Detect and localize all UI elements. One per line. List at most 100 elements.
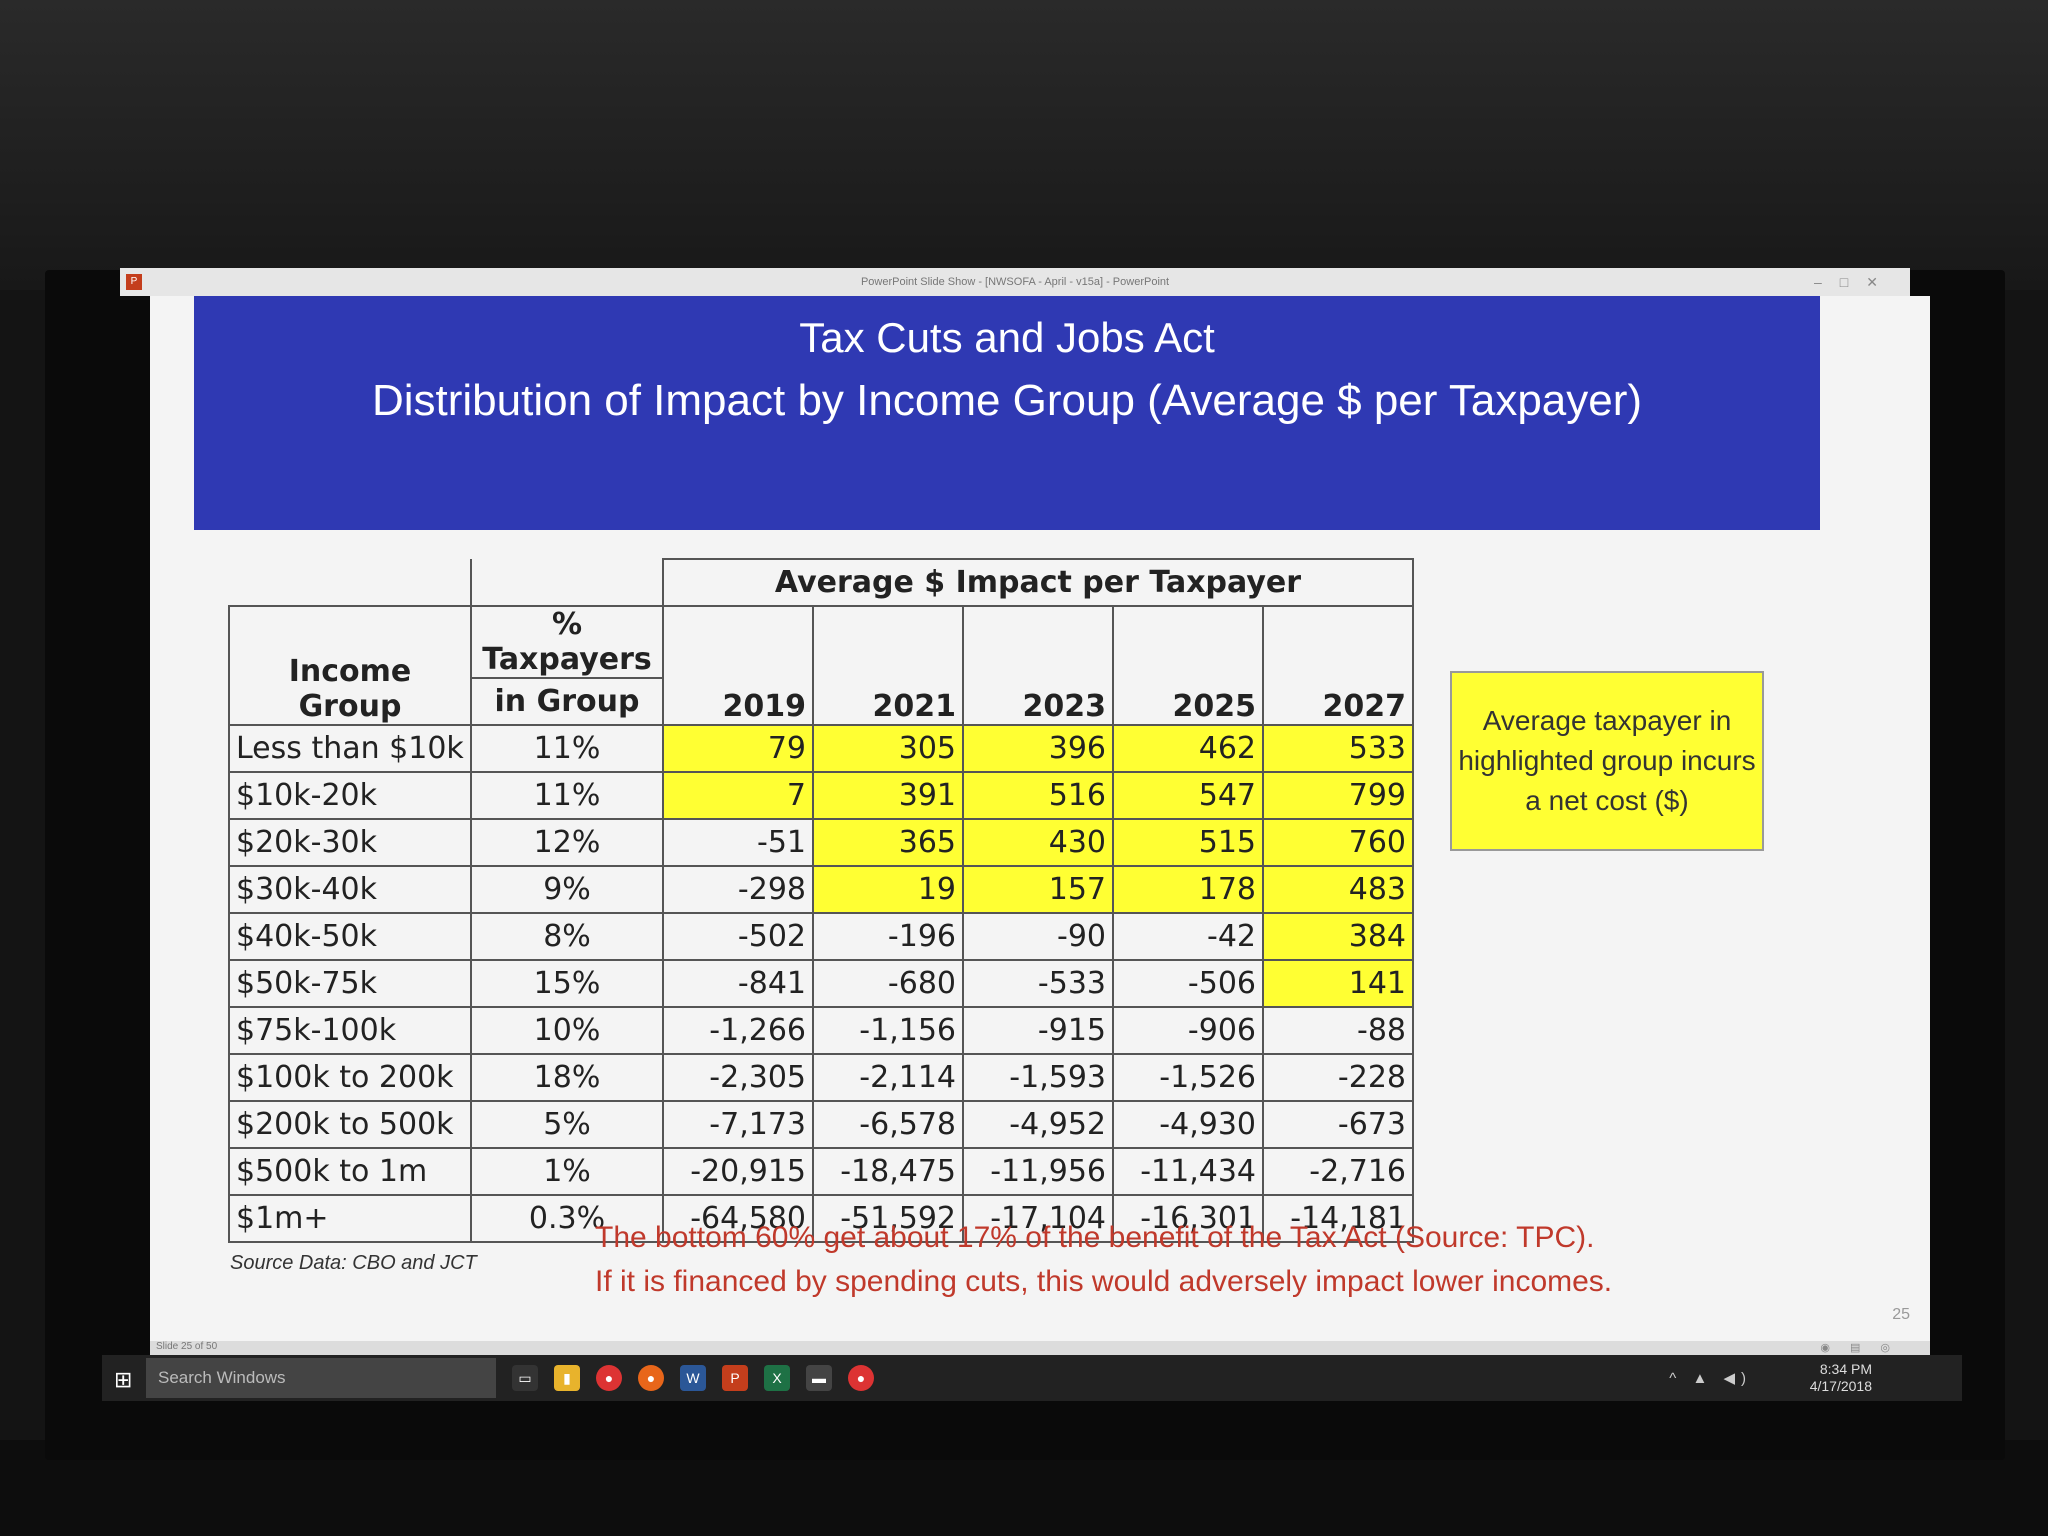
highlight-note: Average taxpayer in highlighted group in… xyxy=(1450,671,1764,851)
windows-start-icon[interactable]: ⊞ xyxy=(114,1367,133,1392)
impact-value-cell: 396 xyxy=(962,724,1114,773)
impact-value-cell: -673 xyxy=(1262,1100,1414,1149)
taskbar: ⊞ Search Windows ▭ ▮ ● ● W P X ▬ ● ^ ▲ ◀… xyxy=(102,1355,1962,1401)
table-row: $200k to 500k 5% -7,173 -6,578 -4,952 -4,930-… xyxy=(228,1100,1414,1149)
col-header-year: 2019 xyxy=(662,605,814,726)
impact-value-cell: -64,580 xyxy=(662,1194,814,1243)
income-group-cell: $200k to 500k xyxy=(228,1100,472,1149)
impact-value-cell: 79 xyxy=(662,724,814,773)
app-window-icon[interactable]: ▬ xyxy=(806,1365,832,1391)
income-group-cell: $100k to 200k xyxy=(228,1053,472,1102)
chrome-icon[interactable]: ● xyxy=(596,1365,622,1391)
impact-value-cell: 384 xyxy=(1262,912,1414,961)
impact-value-cell: 7 xyxy=(662,771,814,820)
impact-value-cell: -17,104 xyxy=(962,1194,1114,1243)
search-input[interactable]: Search Windows xyxy=(146,1358,496,1398)
footer-line-1: The bottom 60% get about 17% of the bene… xyxy=(595,1221,1595,1254)
impact-value-cell: 178 xyxy=(1112,865,1264,914)
window-title: PowerPoint Slide Show - [NWSOFA - April … xyxy=(860,276,1170,288)
powerpoint-icon: P xyxy=(126,274,142,290)
footer-text: The bottom 60% get about 17% of the bene… xyxy=(595,1216,1612,1304)
income-group-cell: $40k-50k xyxy=(228,912,472,961)
impact-value-cell: 516 xyxy=(962,771,1114,820)
income-group-cell: $1m+ xyxy=(228,1194,472,1243)
clock-time: 8:34 PM xyxy=(1819,1361,1872,1377)
impact-value-cell: -16,301 xyxy=(1112,1194,1264,1243)
pct-taxpayers-cell: 12% xyxy=(470,818,664,867)
table-row: Less than $10k 11% 79 305 396 462 533 xyxy=(228,724,1414,773)
impact-value-cell: -90 xyxy=(962,912,1114,961)
impact-value-cell: -6,578 xyxy=(812,1100,964,1149)
impact-value-cell: -18,475 xyxy=(812,1147,964,1196)
window-controls[interactable]: –□✕ xyxy=(1814,274,1896,290)
pct-taxpayers-cell: 5% xyxy=(470,1100,664,1149)
col-header-income-group: Income Group xyxy=(228,605,472,726)
impact-value-cell: -51,592 xyxy=(812,1194,964,1243)
footer-line-2: If it is financed by spending cuts, this… xyxy=(595,1265,1613,1298)
pct-taxpayers-cell: 18% xyxy=(470,1053,664,1102)
pct-taxpayers-cell: 11% xyxy=(470,771,664,820)
table-row: $100k to 200k 18% -2,305 -2,114 -1,593 -1,526… xyxy=(228,1053,1414,1102)
impact-value-cell: -11,956 xyxy=(962,1147,1114,1196)
impact-value-cell: -1,526 xyxy=(1112,1053,1264,1102)
status-bar: Slide 25 of 50 ◉▤◎ xyxy=(150,1341,1930,1355)
income-group-cell: $75k-100k xyxy=(228,1006,472,1055)
file-explorer-icon[interactable]: ▮ xyxy=(554,1365,580,1391)
impact-value-cell: 141 xyxy=(1262,959,1414,1008)
impact-value-cell: 799 xyxy=(1262,771,1414,820)
pct-taxpayers-cell: 9% xyxy=(470,865,664,914)
impact-value-cell: -196 xyxy=(812,912,964,961)
room-ceiling xyxy=(0,0,2048,290)
impact-value-cell: 365 xyxy=(812,818,964,867)
excel-icon[interactable]: X xyxy=(764,1365,790,1391)
view-buttons[interactable]: ◉▤◎ xyxy=(1820,1342,1910,1354)
table-row: $50k-75k 15% -841 -680 -533 -506 141 xyxy=(228,959,1414,1008)
impact-value-cell: -11,434 xyxy=(1112,1147,1264,1196)
table-row: $10k-20k 11% 7 391 516 547 799 xyxy=(228,771,1414,820)
impact-value-cell: -4,930 xyxy=(1112,1100,1264,1149)
col-header-year: 2023 xyxy=(962,605,1114,726)
task-view-icon[interactable]: ▭ xyxy=(512,1365,538,1391)
impact-value-cell: -533 xyxy=(962,959,1114,1008)
impact-value-cell: 157 xyxy=(962,865,1114,914)
impact-value-cell: 533 xyxy=(1262,724,1414,773)
income-group-cell: Less than $10k xyxy=(228,724,472,773)
col-header-pct-2: in Group xyxy=(470,677,664,726)
impact-value-cell: -1,593 xyxy=(962,1053,1114,1102)
table-row: $500k to 1m 1% -20,915 -18,475 -11,956 -11,43… xyxy=(228,1147,1414,1196)
income-group-cell: $10k-20k xyxy=(228,771,472,820)
powerpoint-taskbar-icon[interactable]: P xyxy=(722,1365,748,1391)
slide-title-banner: Tax Cuts and Jobs Act Distribution of Im… xyxy=(194,296,1820,530)
impact-value-cell: -4,952 xyxy=(962,1100,1114,1149)
impact-value-cell: 19 xyxy=(812,865,964,914)
chrome-icon-2[interactable]: ● xyxy=(848,1365,874,1391)
impact-value-cell: 462 xyxy=(1112,724,1264,773)
table-header-row-2: Income Group % Taxpayers 2019 2021 2023 … xyxy=(228,605,1414,726)
impact-value-cell: 391 xyxy=(812,771,964,820)
firefox-icon[interactable]: ● xyxy=(638,1365,664,1391)
pct-taxpayers-cell: 0.3% xyxy=(470,1194,664,1243)
pct-taxpayers-cell: 11% xyxy=(470,724,664,773)
impact-value-cell: -502 xyxy=(662,912,814,961)
slide: Tax Cuts and Jobs Act Distribution of Im… xyxy=(150,296,1930,1341)
table-header-row-3: in Group xyxy=(229,677,1413,726)
col-header-pct-1: % Taxpayers xyxy=(470,605,664,679)
table-row: $75k-100k 10% -1,266 -1,156 -915 -906 -88 xyxy=(228,1006,1414,1055)
impact-value-cell: -2,716 xyxy=(1262,1147,1414,1196)
impact-value-cell: -906 xyxy=(1112,1006,1264,1055)
impact-value-cell: -7,173 xyxy=(662,1100,814,1149)
impact-value-cell: 515 xyxy=(1112,818,1264,867)
income-group-cell: $50k-75k xyxy=(228,959,472,1008)
highlight-note-text: Average taxpayer in highlighted group in… xyxy=(1458,705,1756,816)
impact-value-cell: -915 xyxy=(962,1006,1114,1055)
table-row: $20k-30k 12% -51 365 430 515 760 xyxy=(228,818,1414,867)
impact-value-cell: -88 xyxy=(1262,1006,1414,1055)
impact-value-cell: -506 xyxy=(1112,959,1264,1008)
impact-value-cell: -1,156 xyxy=(812,1006,964,1055)
pct-taxpayers-cell: 8% xyxy=(470,912,664,961)
pct-taxpayers-cell: 10% xyxy=(470,1006,664,1055)
word-icon[interactable]: W xyxy=(680,1365,706,1391)
impact-value-cell: 547 xyxy=(1112,771,1264,820)
system-tray-icons[interactable]: ^ ▲ ◀) xyxy=(1669,1370,1752,1387)
clock[interactable]: 8:34 PM 4/17/2018 xyxy=(1810,1361,1872,1395)
